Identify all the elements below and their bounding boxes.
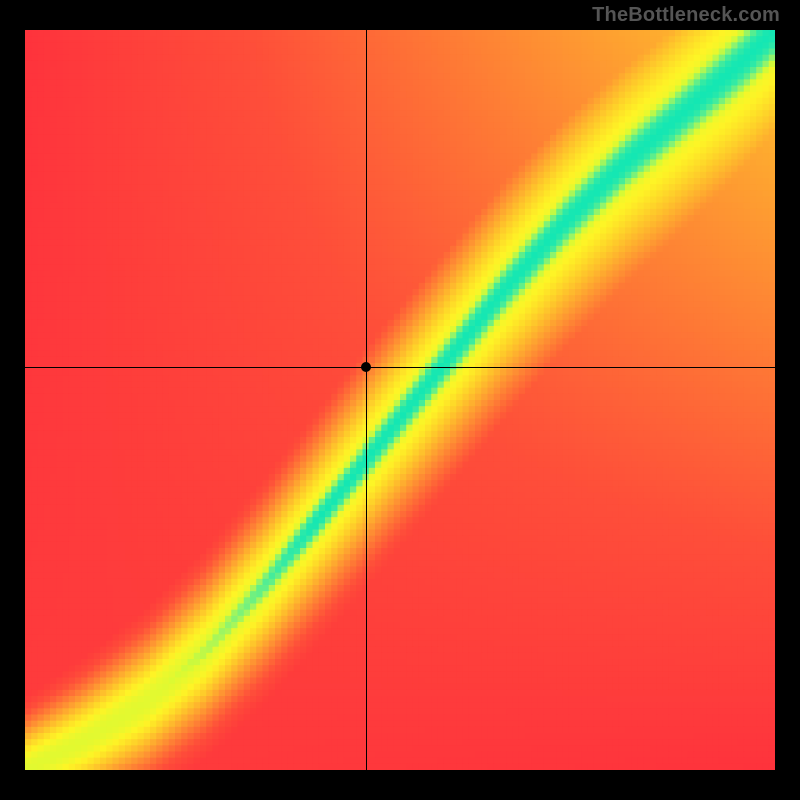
crosshair-horizontal — [25, 367, 775, 368]
heatmap-canvas — [25, 30, 775, 770]
chart-container: TheBottleneck.com — [0, 0, 800, 800]
plot-area — [25, 30, 775, 770]
crosshair-marker — [361, 362, 371, 372]
crosshair-vertical — [366, 30, 367, 770]
watermark-text: TheBottleneck.com — [592, 4, 780, 27]
